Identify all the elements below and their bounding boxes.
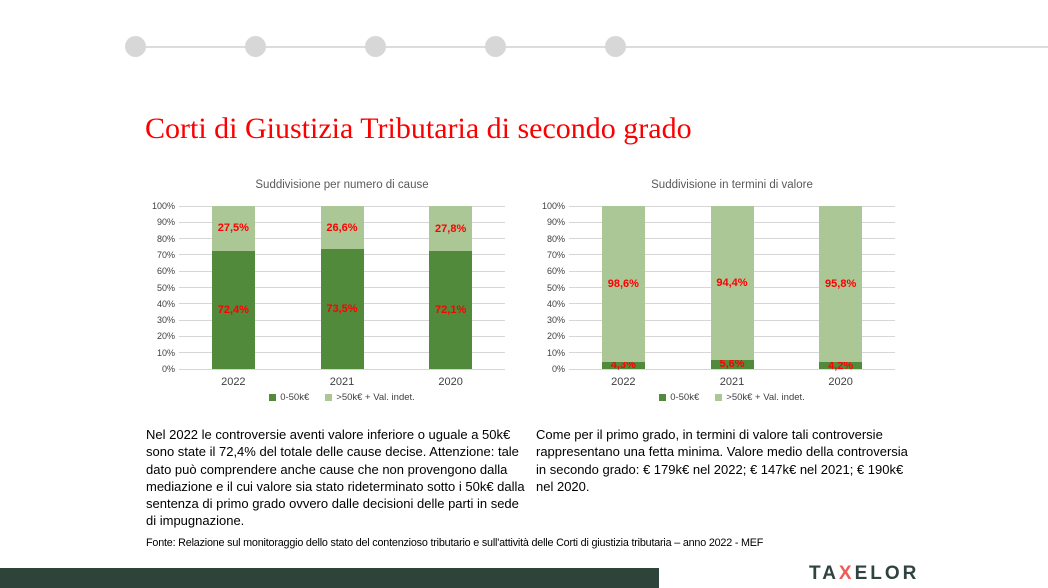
note-right: Come per il primo grado, in termini di v… bbox=[536, 427, 908, 494]
bar-segment-label: 94,4% bbox=[716, 276, 748, 289]
bar-segment: 4,2% bbox=[819, 359, 863, 372]
bar-segment-label: 4,3% bbox=[610, 359, 636, 372]
bar-segment: 27,8% bbox=[429, 206, 473, 252]
bar-segment: 72,1% bbox=[429, 251, 473, 369]
y-tick-label: 100% bbox=[151, 201, 175, 211]
y-tick-label: 0% bbox=[161, 364, 175, 374]
bar-segment: 73,5% bbox=[320, 249, 364, 369]
y-tick-label: 60% bbox=[156, 266, 175, 277]
timeline-dot bbox=[365, 36, 386, 57]
legend-item: 0-50k€ bbox=[269, 392, 309, 403]
y-tick-label: 40% bbox=[156, 298, 175, 309]
y-tick-label: 30% bbox=[546, 315, 565, 326]
footer-bar bbox=[0, 568, 659, 588]
y-tick-label: 50% bbox=[156, 282, 175, 293]
timeline-dot bbox=[125, 36, 146, 57]
chart-legend: 0-50k€ >50k€ + Val. indet. bbox=[569, 392, 895, 403]
y-tick-label: 0% bbox=[551, 364, 565, 374]
y-tick-label: 80% bbox=[156, 233, 175, 244]
plot-area: 100% 90% 80% 70% 60% 50% 40% 30% 20% 10% 0% 4,3% 98,… bbox=[542, 201, 895, 388]
legend-swatch bbox=[269, 394, 277, 401]
x-category-label: 2022 bbox=[611, 376, 636, 388]
bar-segment: 26,6% bbox=[320, 206, 364, 250]
bar-segment-label: 26,6% bbox=[326, 221, 358, 234]
bar-segment-label: 73,5% bbox=[326, 303, 358, 316]
y-tick-label: 40% bbox=[546, 298, 565, 309]
logo-text-ta: TA bbox=[809, 563, 839, 584]
bar-segment-label: 98,6% bbox=[607, 277, 639, 290]
bar-segment: 5,6% bbox=[710, 358, 754, 371]
bar-segment-label: 95,8% bbox=[825, 278, 857, 291]
bar-segment: 95,8% bbox=[819, 206, 863, 363]
chart-legend: 0-50k€ >50k€ + Val. indet. bbox=[179, 392, 505, 403]
legend-label: 0-50k€ bbox=[280, 392, 310, 403]
x-category-label: 2020 bbox=[438, 376, 463, 388]
y-tick-label: 20% bbox=[156, 331, 175, 342]
legend-label: >50k€ + Val. indet. bbox=[336, 392, 415, 403]
chart-suddivisione-numero-cause: Suddivisione per numero di cause 100% 90% 8… bbox=[146, 177, 508, 417]
bar-segment: 4,3% bbox=[601, 359, 645, 372]
timeline-dot bbox=[245, 36, 266, 57]
legend-label: >50k€ + Val. indet. bbox=[726, 392, 805, 403]
y-tick-label: 80% bbox=[546, 233, 565, 244]
y-tick-label: 30% bbox=[156, 315, 175, 326]
y-tick-label: 70% bbox=[546, 249, 565, 260]
timeline-dot bbox=[605, 36, 626, 57]
page-title: Corti di Giustizia Tributaria di secondo… bbox=[145, 112, 692, 145]
plot-area: 100% 90% 80% 70% 60% 50% 40% 30% 20% 10% 0% 72,4% 27… bbox=[152, 201, 505, 388]
bar-segment: 72,4% bbox=[211, 250, 255, 369]
y-tick-label: 20% bbox=[546, 331, 565, 342]
y-tick-label: 10% bbox=[546, 347, 565, 358]
x-category-label: 2021 bbox=[719, 376, 745, 388]
y-tick-label: 60% bbox=[546, 266, 565, 277]
taxelor-logo: TAXELOR bbox=[809, 564, 919, 584]
y-tick-label: 10% bbox=[156, 347, 175, 358]
x-category-label: 2021 bbox=[329, 376, 355, 388]
y-tick-label: 100% bbox=[541, 201, 565, 211]
bar-segment-label: 27,5% bbox=[217, 222, 249, 235]
bar-segment: 27,5% bbox=[211, 206, 255, 251]
legend-label: 0-50k€ bbox=[670, 392, 700, 403]
logo-text-elor: ELOR bbox=[854, 563, 920, 584]
chart-title: Suddivisione in termini di valore bbox=[651, 179, 813, 191]
bar-segment-label: 27,8% bbox=[435, 222, 467, 235]
legend-item: >50k€ + Val. indet. bbox=[325, 392, 415, 403]
gridline bbox=[179, 368, 505, 370]
timeline-line bbox=[135, 46, 1048, 48]
timeline-dot bbox=[485, 36, 506, 57]
gridline bbox=[569, 368, 895, 370]
x-category-label: 2022 bbox=[221, 376, 246, 388]
logo-text-x: X bbox=[838, 563, 855, 584]
legend-item: 0-50k€ bbox=[659, 392, 699, 403]
y-tick-label: 70% bbox=[156, 249, 175, 260]
legend-swatch bbox=[715, 394, 723, 401]
y-tick-label: 90% bbox=[546, 217, 565, 228]
y-tick-label: 90% bbox=[156, 217, 175, 228]
source-note: Fonte: Relazione sul monitoraggio dello … bbox=[146, 537, 764, 549]
bar-segment-label: 5,6% bbox=[719, 358, 745, 371]
bar-segment-label: 72,1% bbox=[435, 304, 467, 317]
legend-swatch bbox=[659, 394, 667, 401]
x-category-label: 2020 bbox=[828, 376, 853, 388]
legend-swatch bbox=[325, 394, 333, 401]
bar-segment-label: 72,4% bbox=[217, 303, 249, 316]
legend-item: >50k€ + Val. indet. bbox=[715, 392, 805, 403]
bar-segment-label: 4,2% bbox=[828, 359, 854, 372]
chart-suddivisione-valore: Suddivisione in termini di valore 100% 90%… bbox=[536, 177, 898, 417]
chart-title: Suddivisione per numero di cause bbox=[255, 179, 429, 191]
note-left: Nel 2022 le controversie aventi valore i… bbox=[146, 427, 525, 529]
bar-segment: 98,6% bbox=[601, 206, 645, 362]
bar-segment: 94,4% bbox=[710, 206, 754, 360]
y-tick-label: 50% bbox=[546, 282, 565, 293]
